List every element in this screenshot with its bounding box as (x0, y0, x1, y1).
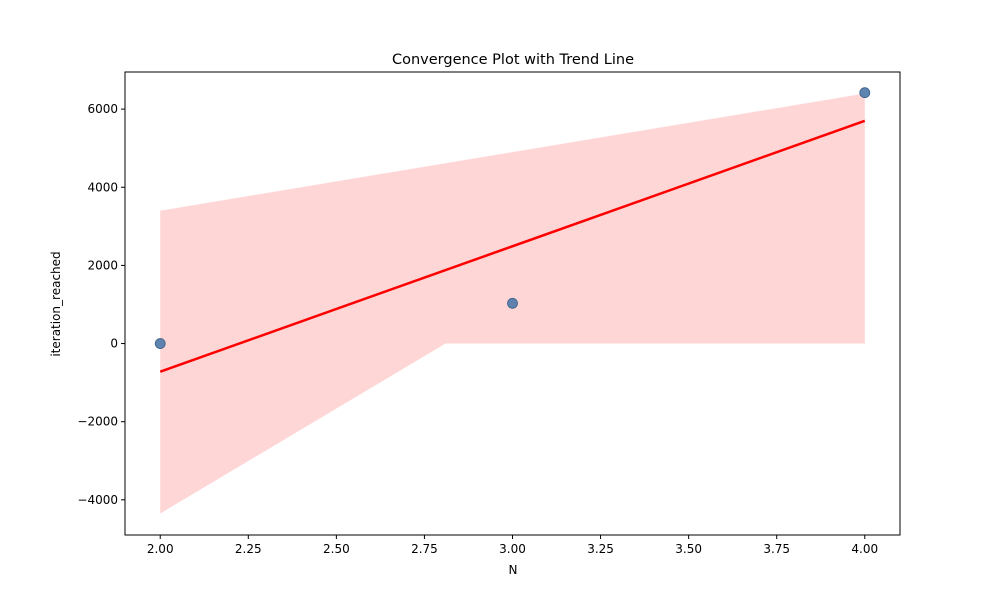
x-axis: 2.00 2.25 2.50 2.75 3.00 3.25 3.50 3.75 4.00 (147, 535, 878, 556)
x-tick-label: 3.50 (675, 542, 702, 556)
x-tick-label: 2.00 (147, 542, 174, 556)
data-point-2 (507, 297, 518, 309)
data-point-1 (154, 338, 166, 349)
x-tick-label: 3.00 (499, 542, 526, 556)
y-tick-label: 6000 (87, 102, 118, 116)
x-tick-label: 2.75 (411, 542, 438, 556)
data-point-3 (859, 87, 871, 99)
x-tick-label: 4.00 (851, 542, 878, 556)
y-axis-label: iteration_reached (49, 251, 63, 356)
x-tick-label: 2.50 (323, 542, 350, 556)
y-tick-label: −2000 (77, 415, 118, 429)
y-tick-label: 4000 (87, 180, 118, 194)
y-axis: −4000 −2000 0 2000 4000 6000 (77, 102, 125, 507)
trend-line (159, 119, 866, 373)
x-axis-label: N (509, 563, 518, 577)
y-tick-label: 0 (110, 337, 118, 351)
x-tick-label: 3.75 (763, 542, 790, 556)
y-tick-label: 2000 (87, 258, 118, 272)
x-tick-label: 3.25 (587, 542, 614, 556)
chart-title: Convergence Plot with Trend Line (392, 52, 634, 68)
plot-layer (154, 87, 871, 514)
y-tick-label: −4000 (77, 493, 118, 507)
x-tick-label: 2.25 (235, 542, 262, 556)
